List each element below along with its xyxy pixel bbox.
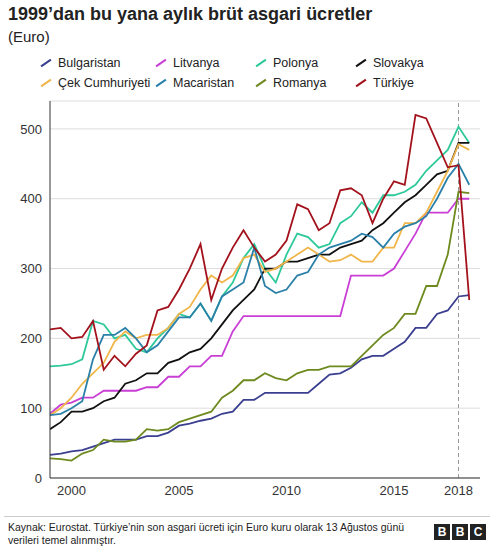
html-text:Slovakya: Slovakya [373,56,424,70]
html-text:(Euro): (Euro) [8,28,50,45]
svg-text:300: 300 [20,261,42,276]
svg-text:400: 400 [20,191,42,206]
svg-text:200: 200 [20,331,42,346]
html-text:Romanya: Romanya [273,76,327,90]
html-text:Çek Cumhuriyeti: Çek Cumhuriyeti [58,76,151,90]
svg-text:100: 100 [20,401,42,416]
html-text:1999’dan bu yana aylık brüt as: 1999’dan bu yana aylık brüt asgari ücret… [8,4,373,24]
html-text:B: B [455,525,465,539]
svg-text:2005: 2005 [165,483,194,498]
svg-text:2015: 2015 [380,483,409,498]
svg-text:500: 500 [20,122,42,137]
html-text:Polonya: Polonya [273,56,319,70]
html-text:Litvanya: Litvanya [173,56,220,70]
svg-text:0: 0 [35,471,42,486]
html-text:B: B [437,525,447,539]
svg-text:2018: 2018 [444,483,473,498]
html-text:Türkiye: Türkiye [373,76,414,90]
html-text:Macaristan: Macaristan [173,76,235,90]
svg-text:2000: 2000 [57,483,86,498]
html-text:C: C [473,525,483,539]
svg-text:2010: 2010 [272,483,301,498]
html-text:Bulgaristan: Bulgaristan [58,56,121,70]
html-text:Kaynak: Eurostat. Türkiye’nin: Kaynak: Eurostat. Türkiye’nin son asgari… [8,521,405,546]
